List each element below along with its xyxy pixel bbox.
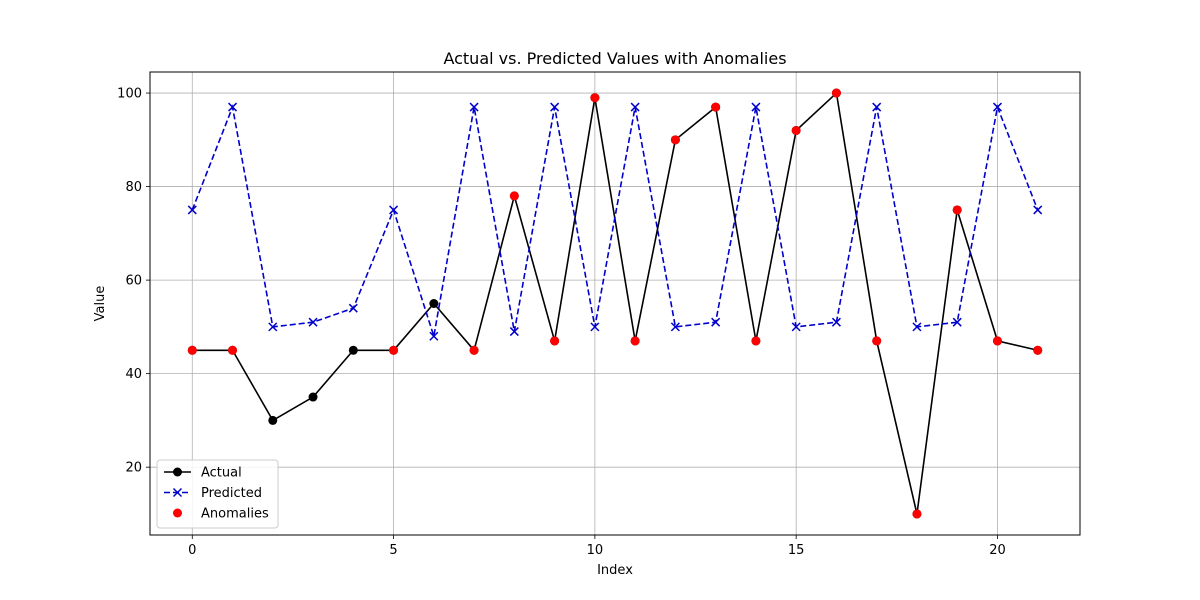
legend-item-actual: Actual [164,466,242,481]
x-axis-label: Index [597,563,633,578]
x-tick-label: 10 [587,543,604,558]
predicted-point [952,317,962,327]
legend-marker-actual [173,467,182,477]
predicted-point [429,331,439,341]
anomaly-point [831,88,841,98]
anomaly-point [630,336,640,346]
legend-marker-anomalies [173,508,182,518]
x-tick-label: 20 [989,543,1006,558]
axis-ticks: 0 5 10 15 20 20 40 60 80 100 [117,87,1006,558]
legend-label-predicted: Predicted [201,486,262,501]
y-tick-label: 100 [117,87,142,102]
grid-lines [150,72,1080,535]
predicted-point [187,205,197,215]
anomaly-point [590,93,600,103]
legend-label-actual: Actual [201,466,242,481]
predicted-line [191,104,1039,337]
predicted-point [872,102,882,112]
predicted-point [711,317,721,327]
anomaly-point [872,336,882,346]
predicted-point [389,205,399,215]
predicted-point [348,303,358,313]
predicted-point [268,322,278,332]
predicted-point [751,102,761,112]
anomaly-point [228,345,238,355]
predicted-point [469,102,479,112]
predicted-point [831,317,841,327]
anomaly-point [509,191,519,201]
legend-item-anomalies: Anomalies [173,507,269,522]
predicted-point [912,322,922,332]
chart-title: Actual vs. Predicted Values with Anomali… [443,49,786,68]
anomaly-point [711,102,721,112]
predicted-point [791,322,801,332]
anomaly-point [791,125,801,135]
y-tick-label: 20 [125,461,142,476]
actual-point [429,299,439,308]
y-tick-label: 80 [125,180,142,195]
predicted-point [509,327,519,337]
anomaly-point [992,336,1002,346]
actual-point [268,415,278,425]
predicted-point [550,102,560,112]
y-axis-label: Value [93,286,108,322]
plot-frame [149,71,1081,536]
x-tick-label: 0 [188,543,196,558]
legend-box [156,459,279,529]
legend-marker-predicted [172,487,183,498]
anomaly-point [1033,345,1043,355]
anomaly-point [550,336,560,346]
predicted-point [630,102,640,112]
predicted-point [992,102,1002,112]
anomaly-point [469,345,479,355]
x-tick-label: 15 [788,543,805,558]
legend-item-predicted: Predicted [164,486,262,501]
anomaly-point [670,135,680,145]
predicted-point [590,322,600,332]
y-tick-label: 60 [125,274,142,289]
anomaly-point [187,345,197,355]
predicted-point [670,322,680,332]
predicted-point [1033,205,1043,215]
series-layer [187,88,1043,519]
x-tick-label: 5 [389,543,397,558]
actual-point [308,392,318,402]
anomaly-point [389,345,399,355]
anomaly-point [912,509,922,519]
predicted-point [308,317,318,327]
legend-label-anomalies: Anomalies [201,507,269,522]
predicted-point [228,102,238,112]
anomaly-point [952,205,962,215]
legend: Actual Predicted Anomalies [156,459,279,529]
y-tick-label: 40 [125,367,142,382]
anomaly-point [751,336,761,346]
actual-point [348,345,358,355]
